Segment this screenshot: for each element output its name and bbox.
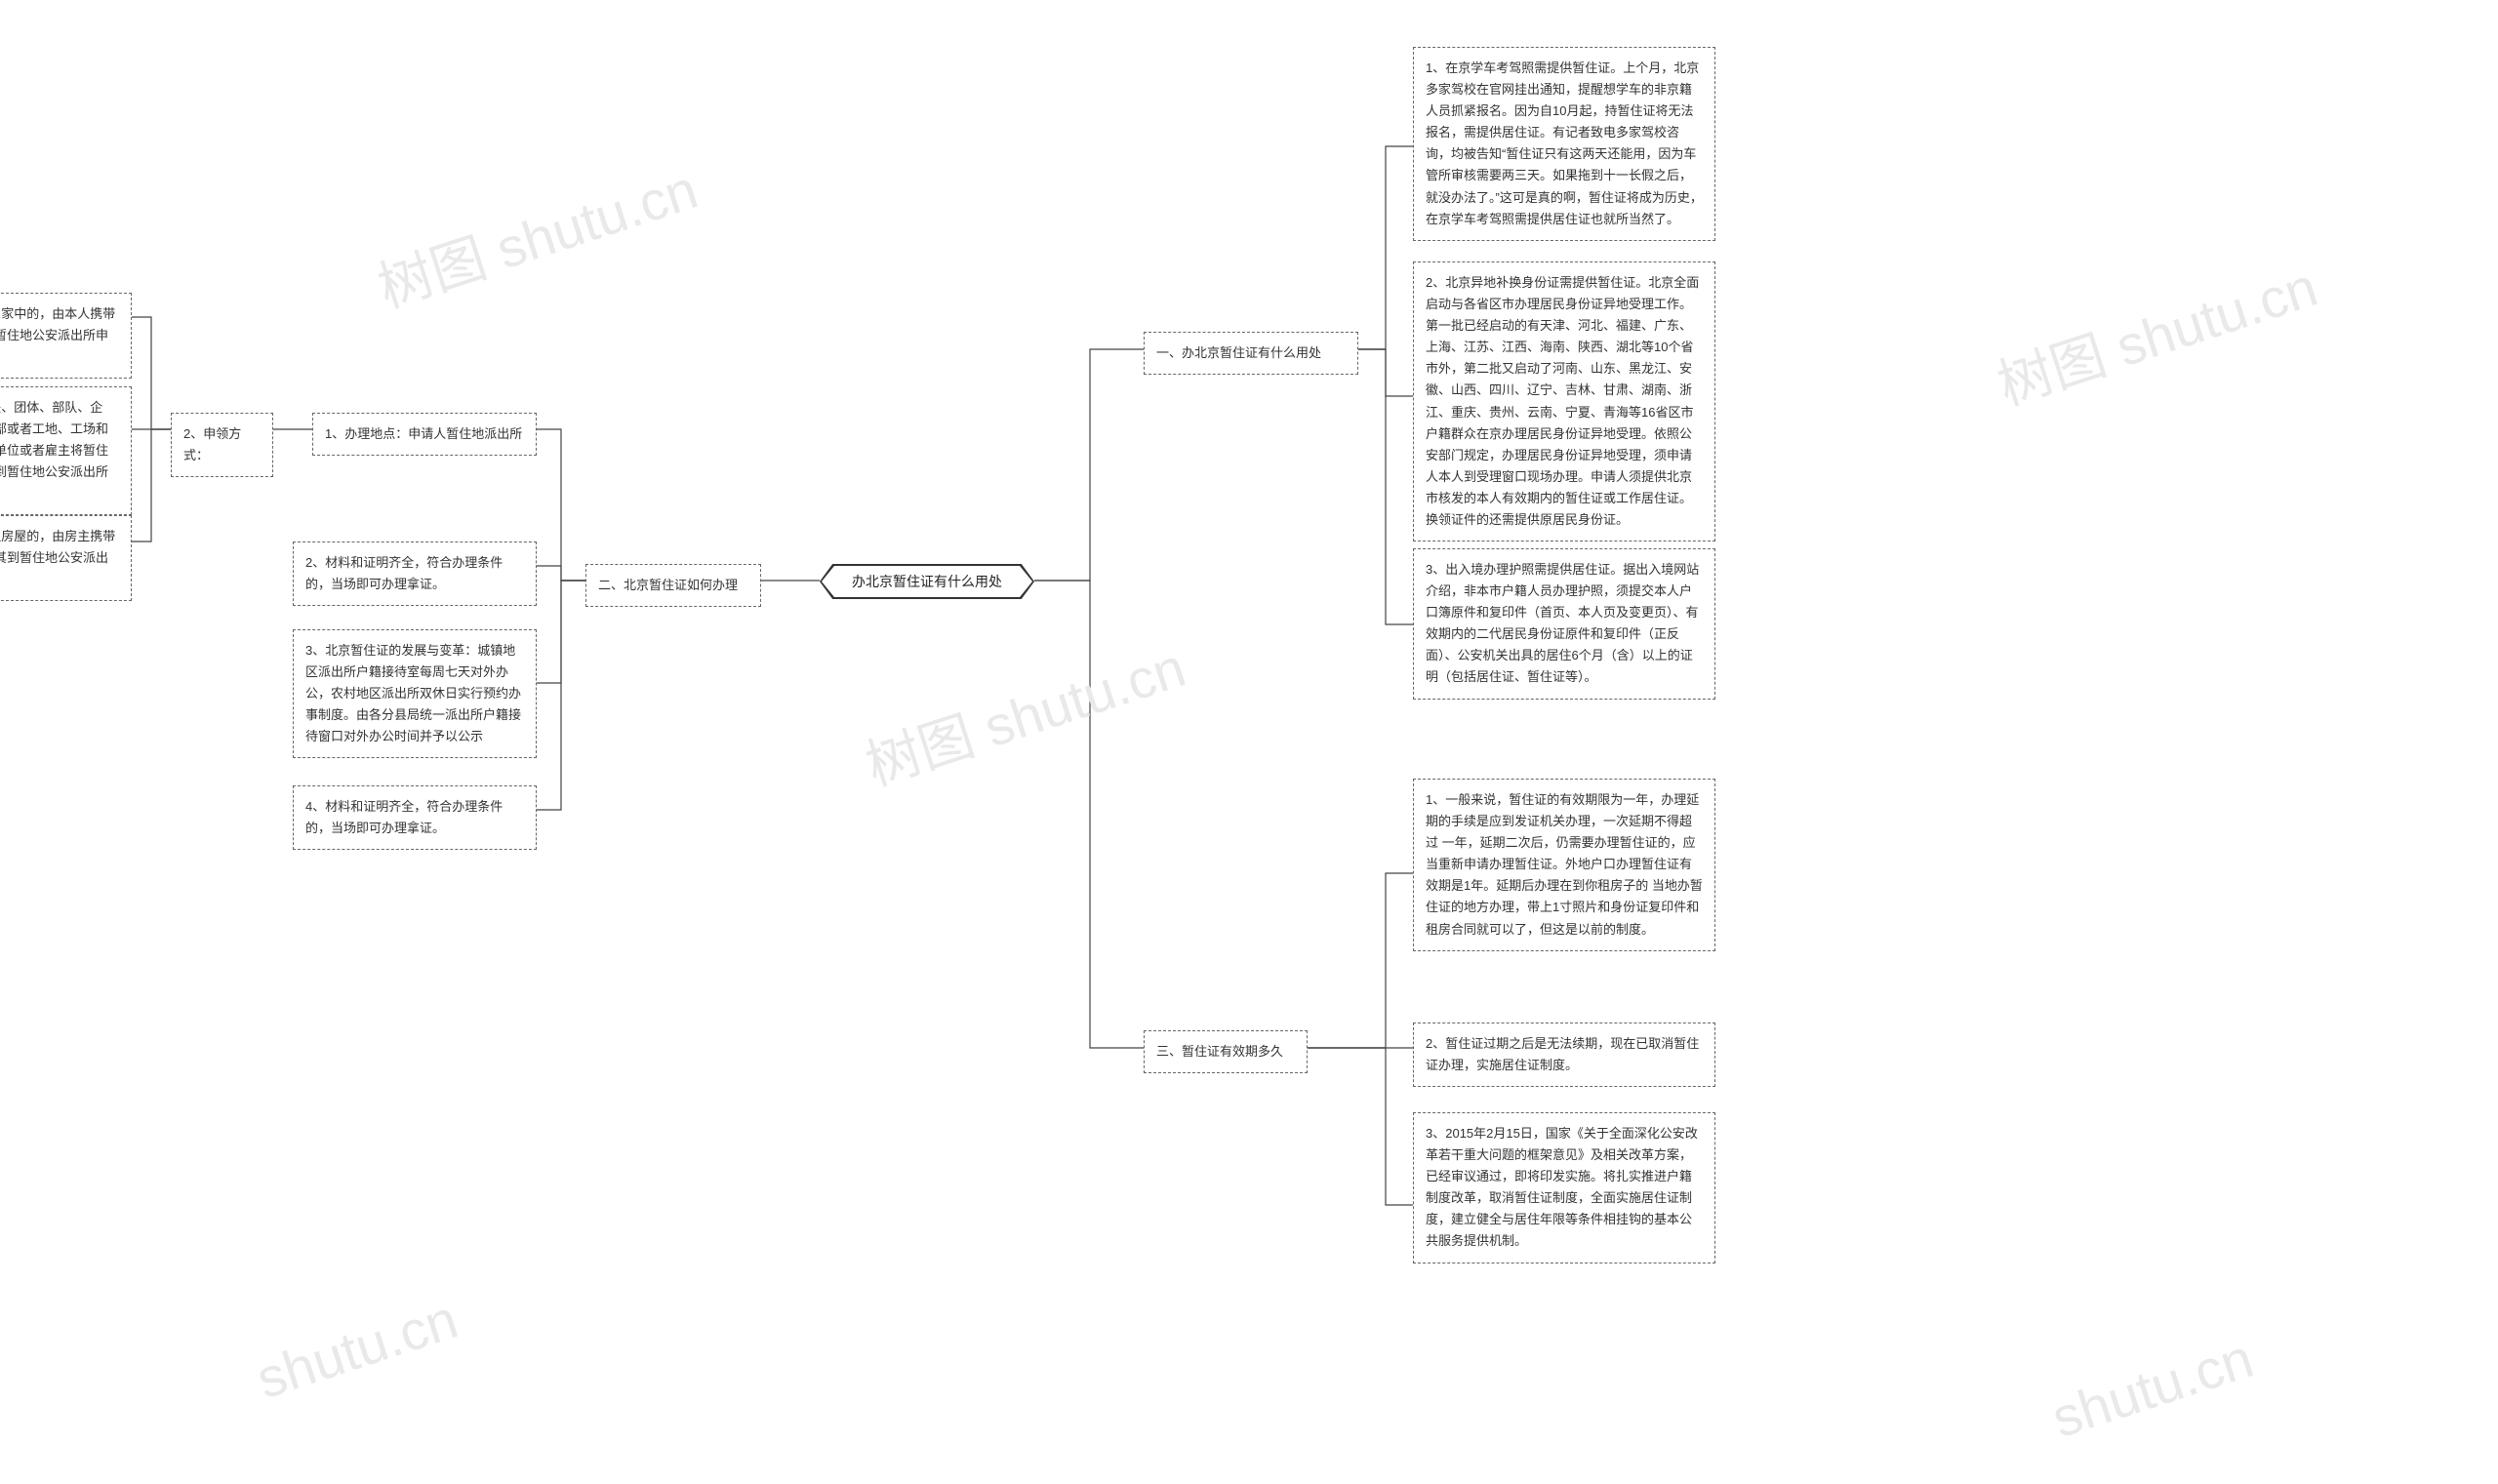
leaf-l2d-text: 4、材料和证明齐全，符合办理条件的，当场即可办理拿证。 xyxy=(305,799,503,835)
watermark-5: shutu.cn xyxy=(2044,1326,2260,1450)
leaf-l2a3: （3）暂住在出租房屋的，由房主携带租赁合同，带领其到暂住地公安派出所申领暂住证。 xyxy=(0,515,132,601)
leaf-l2b: 2、材料和证明齐全，符合办理条件的，当场即可办理拿证。 xyxy=(293,541,537,606)
leaf-l2a-text: 1、办理地点：申请人暂住地派出所 xyxy=(325,426,522,441)
leaf-l2a3-text: （3）暂住在出租房屋的，由房主携带租赁合同，带领其到暂住地公安派出所申领暂住证。 xyxy=(0,529,115,586)
leaf-l2c-text: 3、北京暂住证的发展与变革：城镇地区派出所户籍接待室每周七天对外办公，农村地区派… xyxy=(305,643,521,743)
leaf-r1c: 3、出入境办理护照需提供居住证。据出入境网站介绍，非本市户籍人员办理护照，须提交… xyxy=(1413,548,1715,700)
leaf-r3a-text: 1、一般来说，暂住证的有效期限为一年，办理延期的手续是应到发证机关办理，一次延期… xyxy=(1426,792,1703,937)
leaf-r3b-text: 2、暂住证过期之后是无法续期，现在已取消暂住证办理，实施居住证制度。 xyxy=(1426,1036,1699,1072)
branch-l2-label: 二、北京暂住证如何办理 xyxy=(598,578,738,592)
leaf-r3c: 3、2015年2月15日，国家《关于全面深化公安改革若干重大问题的框架意见》及相… xyxy=(1413,1112,1715,1263)
leaf-l2a: 1、办理地点：申请人暂住地派出所 xyxy=(312,413,537,456)
watermark-2-text: 树图 shutu.cn xyxy=(859,636,1192,797)
watermark-2: 树图 shutu.cn xyxy=(855,624,1194,802)
leaf-r3b: 2、暂住证过期之后是无法续期，现在已取消暂住证办理，实施居住证制度。 xyxy=(1413,1023,1715,1087)
leaf-r1b: 2、北京异地补换身份证需提供暂住证。北京全面启动与各省区市办理居民身份证异地受理… xyxy=(1413,261,1715,541)
leaf-r1a: 1、在京学车考驾照需提供暂住证。上个月，北京多家驾校在官网挂出通知，提醒想学车的… xyxy=(1413,47,1715,241)
leaf-l2c: 3、北京暂住证的发展与变革：城镇地区派出所户籍接待室每周七天对外办公，农村地区派… xyxy=(293,629,537,758)
leaf-l2a2-text: （2）暂住在机关、团体、部队、企业、事业单位内部或者工地、工场和水上船舶的，由单… xyxy=(0,400,108,501)
leaf-r1a-text: 1、在京学车考驾照需提供暂住证。上个月，北京多家驾校在官网挂出通知，提醒想学车的… xyxy=(1426,60,1703,226)
branch-r3-label: 三、暂住证有效期多久 xyxy=(1156,1044,1283,1059)
watermark-4-text: 树图 shutu.cn xyxy=(1991,256,2324,417)
branch-l2: 二、北京暂住证如何办理 xyxy=(585,564,761,607)
leaf-r1c-text: 3、出入境办理护照需提供居住证。据出入境网站介绍，非本市户籍人员办理护照，须提交… xyxy=(1426,562,1699,684)
leaf-l2a1-text: （1）暂住在居民家中的，由本人携带户主的户口簿到暂住地公安派出所申领暂住证。 xyxy=(0,306,115,364)
leaf-l2a1: （1）暂住在居民家中的，由本人携带户主的户口簿到暂住地公安派出所申领暂住证。 xyxy=(0,293,132,379)
leaf-r3a: 1、一般来说，暂住证的有效期限为一年，办理延期的手续是应到发证机关办理，一次延期… xyxy=(1413,779,1715,951)
leaf-l2a2: （2）暂住在机关、团体、部队、企业、事业单位内部或者工地、工场和水上船舶的，由单… xyxy=(0,386,132,515)
watermark-4: 树图 shutu.cn xyxy=(1987,244,2326,421)
leaf-l2-method: 2、申领方式： xyxy=(171,413,273,477)
leaf-r3c-text: 3、2015年2月15日，国家《关于全面深化公安改革若干重大问题的框架意见》及相… xyxy=(1426,1126,1698,1248)
leaf-l2d: 4、材料和证明齐全，符合办理条件的，当场即可办理拿证。 xyxy=(293,785,537,850)
leaf-r1b-text: 2、北京异地补换身份证需提供暂住证。北京全面启动与各省区市办理居民身份证异地受理… xyxy=(1426,275,1699,527)
center-label: 办北京暂住证有什么用处 xyxy=(852,572,1002,591)
branch-r3: 三、暂住证有效期多久 xyxy=(1144,1030,1308,1073)
watermark-5-text: shutu.cn xyxy=(2044,1327,2260,1449)
watermark-1-text: 树图 shutu.cn xyxy=(371,158,705,319)
watermark-1: 树图 shutu.cn xyxy=(367,146,706,324)
leaf-l2-method-text: 2、申领方式： xyxy=(183,426,241,462)
watermark-3: shutu.cn xyxy=(249,1287,464,1411)
branch-r1: 一、办北京暂住证有什么用处 xyxy=(1144,332,1358,375)
branch-r1-label: 一、办北京暂住证有什么用处 xyxy=(1156,345,1321,360)
leaf-l2b-text: 2、材料和证明齐全，符合办理条件的，当场即可办理拿证。 xyxy=(305,555,503,591)
center-node: 办北京暂住证有什么用处 xyxy=(822,566,1032,597)
watermark-3-text: shutu.cn xyxy=(249,1288,464,1410)
